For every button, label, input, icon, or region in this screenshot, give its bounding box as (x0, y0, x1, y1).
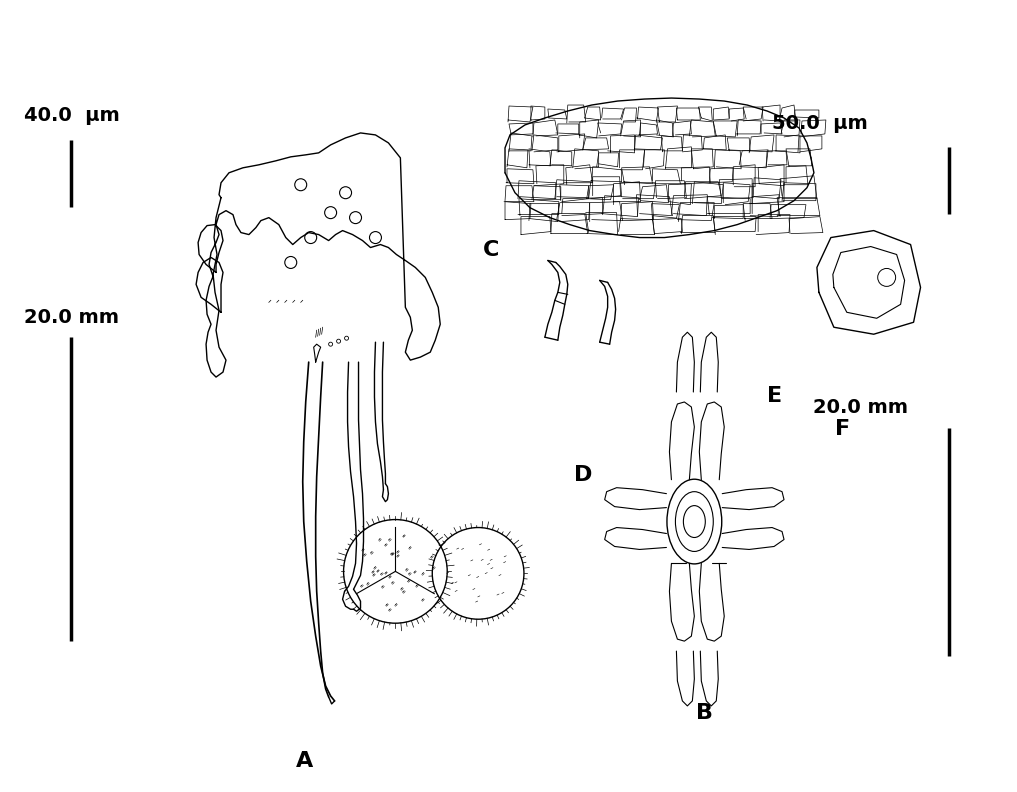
Text: 20.0 mm: 20.0 mm (24, 307, 119, 326)
Text: E: E (767, 386, 782, 406)
Text: C: C (483, 240, 499, 260)
Text: A: A (296, 751, 313, 771)
Text: 20.0 mm: 20.0 mm (813, 398, 907, 417)
Text: 50.0  μm: 50.0 μm (772, 114, 868, 133)
Text: B: B (696, 703, 713, 723)
Text: F: F (835, 419, 850, 439)
Text: D: D (575, 465, 593, 485)
Text: 40.0  μm: 40.0 μm (24, 106, 120, 125)
